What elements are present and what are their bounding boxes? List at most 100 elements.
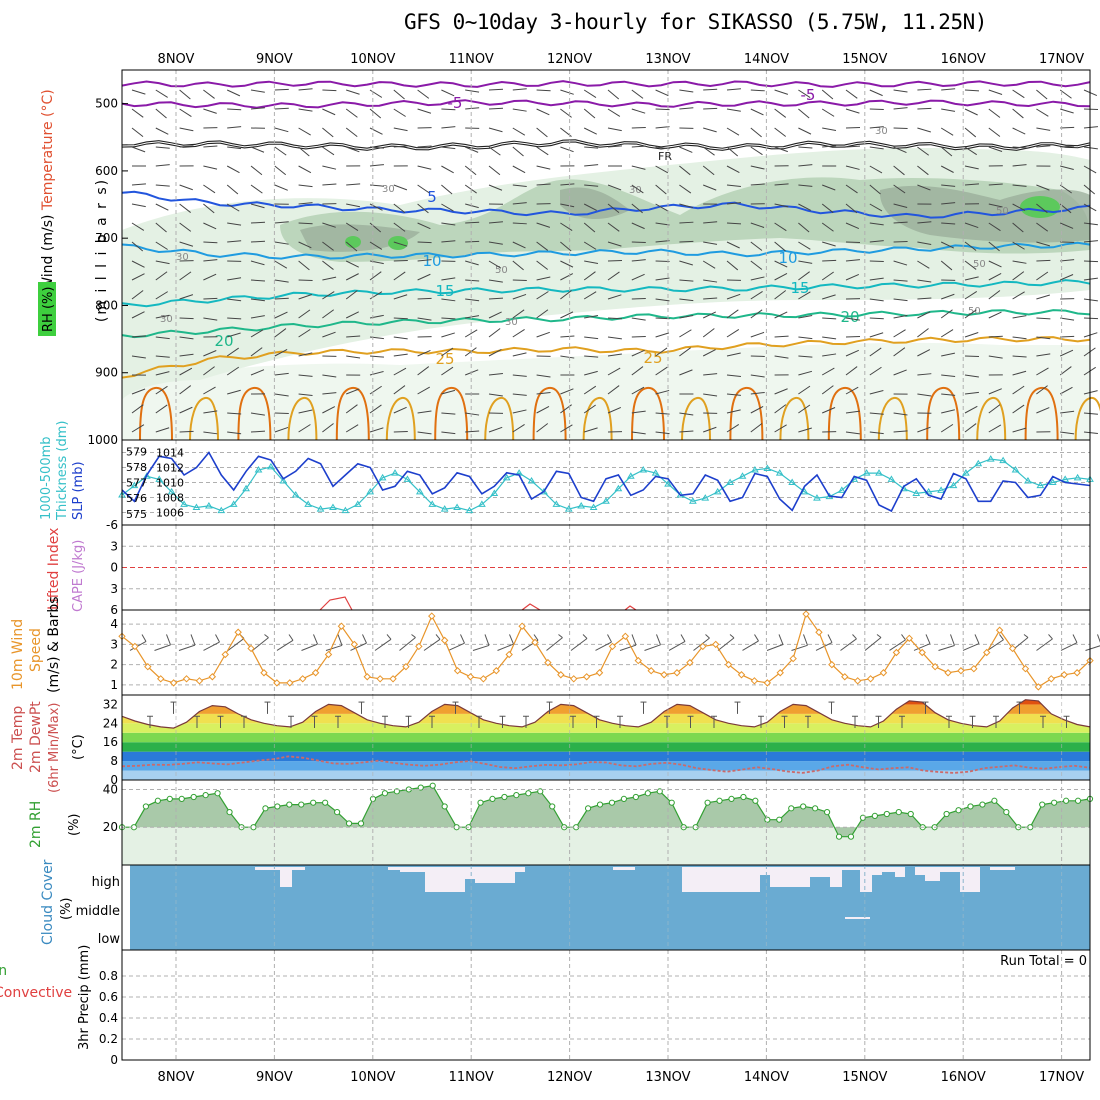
wind-barb [497, 643, 514, 651]
wind-barb [488, 260, 502, 269]
wind-barb [702, 349, 716, 357]
rh-marker [441, 803, 448, 810]
wind-barb [1060, 274, 1074, 281]
wind-barb [369, 355, 384, 358]
thickness-marker [962, 469, 970, 476]
wind-barb [1083, 260, 1099, 263]
wind-barb [940, 423, 954, 433]
cloud-gap [915, 867, 925, 875]
wind-barb [876, 634, 882, 638]
ylabel-precip: 3hr Precip (mm) [77, 945, 92, 1050]
wind-barb [679, 221, 694, 224]
wind-barb [322, 374, 337, 378]
wind-barb [821, 108, 835, 117]
wind-barb [322, 183, 337, 186]
wind-speed-marker [466, 673, 475, 681]
wind-speed-marker [1034, 683, 1043, 691]
wind-barb [607, 108, 621, 117]
rh-legend-swatch [38, 282, 56, 336]
thickness-marker [428, 500, 437, 507]
wind10m-panel: 1 2 3 4 10m Wind Speed (m/s) & Barbs [10, 596, 1100, 696]
wind-barb [369, 427, 384, 433]
wind-barb [869, 203, 883, 212]
wind-barb [203, 108, 217, 114]
cloud-level-label: low [98, 932, 121, 947]
wind-barb [298, 424, 311, 433]
wind-barb [988, 203, 1003, 208]
wind-barb [322, 309, 335, 319]
ylabel-wind-2: Speed [28, 628, 44, 672]
wind-barb [536, 108, 550, 116]
wind-barb [560, 146, 574, 153]
wind-barb [655, 184, 667, 195]
surface-isotherm [532, 386, 567, 441]
wind-barb [655, 222, 670, 226]
cloud-gap [400, 867, 425, 872]
wind-barb [913, 643, 931, 651]
wind-barb [766, 644, 784, 651]
wind-barb [322, 165, 337, 170]
wind-barb [583, 271, 596, 281]
wind-barb [702, 328, 715, 338]
isotherm-label: -5 [801, 86, 816, 104]
thickness-marker [329, 503, 337, 510]
wind-barb [346, 89, 360, 95]
wind-barb [512, 241, 526, 249]
y-tick-label: 500 [95, 97, 118, 111]
wind-barb [227, 108, 242, 111]
wind-barb [536, 127, 548, 138]
wind-barb [679, 146, 693, 153]
surface-isotherm [385, 397, 416, 441]
wind-barb [155, 271, 168, 281]
wind-barb [298, 222, 313, 225]
wind-barb [460, 634, 465, 644]
wind-barb [631, 273, 645, 281]
wind-barb [893, 146, 907, 153]
wind-barb [322, 108, 336, 116]
wind-barb [631, 349, 645, 357]
wind-barb [250, 412, 265, 416]
wind-barb [742, 640, 759, 651]
wind-barb [774, 127, 787, 137]
wind-barb [250, 279, 265, 282]
wind-barb [679, 430, 694, 433]
wind-barb [845, 431, 860, 435]
cloud-gap [895, 867, 905, 877]
rh-marker [262, 805, 269, 812]
wind-barb [964, 355, 980, 358]
wind-barb [964, 146, 977, 156]
wind-barb [893, 107, 908, 110]
thickness-marker [304, 500, 313, 507]
wind-barb [1083, 240, 1098, 243]
wind-barb [441, 317, 456, 320]
wind-barb [465, 203, 479, 209]
wind-barb [668, 641, 686, 651]
wind-barb [869, 126, 884, 129]
day-label-bottom: 13NOV [645, 1070, 690, 1085]
wind-barb [941, 352, 955, 357]
wind-barb [679, 314, 694, 319]
wind-barb [512, 393, 527, 396]
wind-barb [131, 108, 144, 118]
wind-barb [131, 203, 146, 208]
wind-barb [607, 634, 612, 643]
wind-barb [250, 221, 266, 224]
wind-barb [988, 355, 1003, 359]
wind-barb [131, 183, 146, 186]
isotherm-line [121, 279, 1091, 308]
wind-barb [607, 222, 620, 232]
cross-section-side-label: Wind (m/s) Temperature (°C) [40, 89, 56, 291]
wind-barb [441, 298, 456, 302]
wind-barb [131, 146, 146, 153]
wind-barb [964, 89, 980, 92]
isotherm-label: 10 [422, 252, 441, 270]
wind-barb [560, 108, 572, 118]
rh-marker [716, 797, 723, 804]
wind-barb [726, 108, 741, 112]
wind-barb [717, 637, 735, 651]
wind-barb [346, 146, 360, 153]
wind-barb [774, 260, 788, 268]
thickness-marker [763, 464, 772, 471]
wind-barb [1083, 222, 1098, 226]
wind-barb [941, 202, 956, 205]
